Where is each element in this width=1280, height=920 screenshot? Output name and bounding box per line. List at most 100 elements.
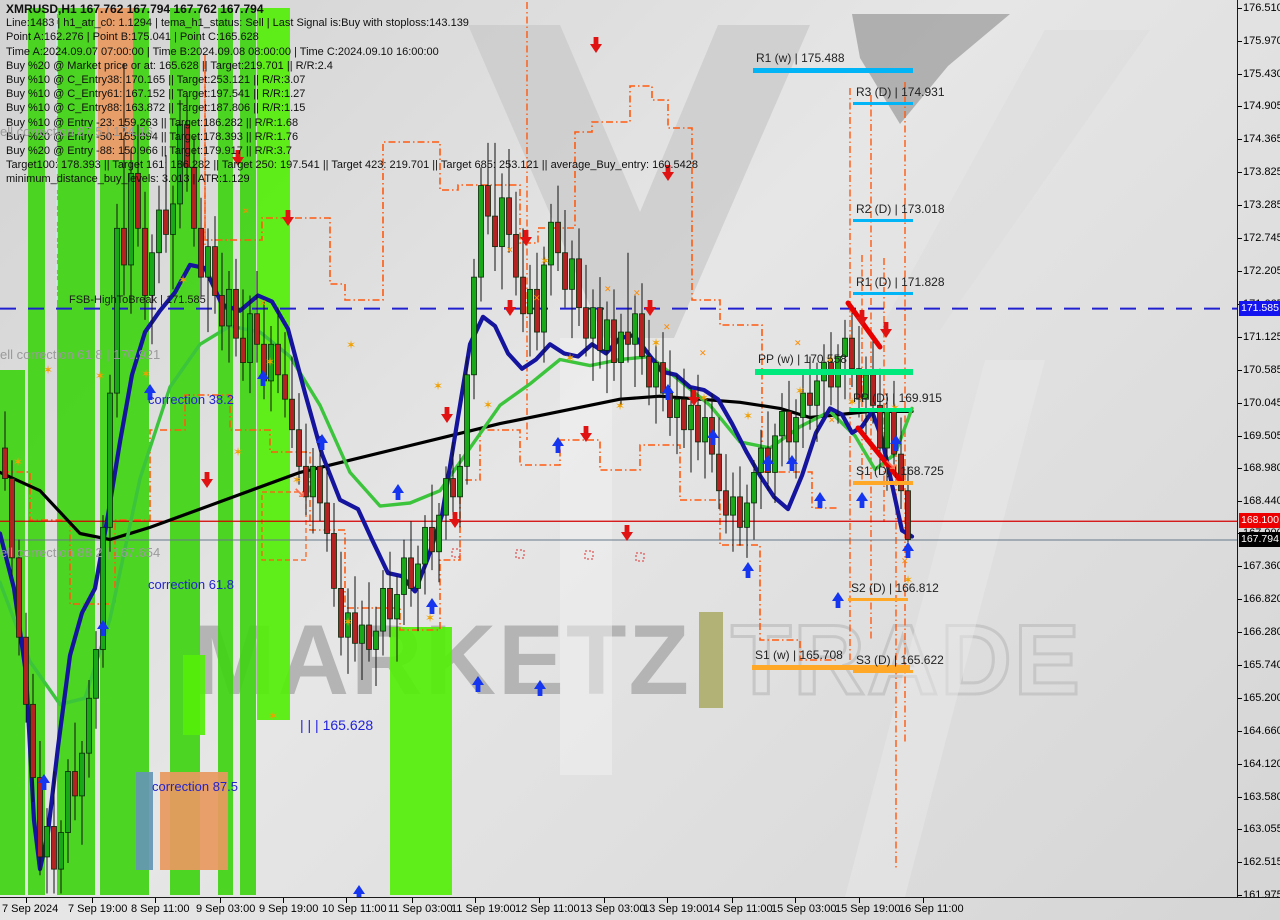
level-label-S3-daily: S3 (D) | 165.622 [856, 653, 944, 668]
candle-bull [814, 380, 820, 406]
buy-arrow-icon [902, 542, 914, 558]
candle-bear [191, 166, 197, 229]
candle-bear [303, 465, 309, 498]
candle-bear [905, 490, 911, 540]
buy-arrow-icon [392, 484, 404, 500]
candle-bear [646, 356, 652, 388]
candle-bull [247, 313, 253, 363]
candle-bear [513, 234, 519, 278]
level-label-S1-weekly: S1 (w) | 165.708 [755, 648, 843, 663]
price-tick-label: 169.505 [1243, 429, 1280, 442]
price-tick-label: 171.125 [1243, 330, 1280, 343]
candle-bull [842, 337, 848, 357]
candle-bull [436, 514, 442, 553]
chart-annotation: ell correction 88.2 | 167.654 [0, 545, 161, 560]
cross-icon: ✕ [633, 289, 641, 299]
ma-slow-black[interactable] [0, 394, 914, 542]
price-tick-label: 170.585 [1243, 363, 1280, 376]
candle-bear [506, 197, 512, 235]
candle-bear [135, 172, 141, 229]
buy-arrow-icon [534, 680, 546, 696]
level-line-PP-daily[interactable] [850, 408, 912, 413]
level-line-R2-daily[interactable] [853, 219, 913, 223]
candle-bear [492, 215, 498, 248]
time-axis[interactable]: 7 Sep 2024 7 Sep 19:00 8 Sep 11:00 9 Sep 03… [0, 897, 1280, 920]
envelope-lower-line[interactable] [2, 394, 838, 661]
cross-icon: ✕ [901, 557, 909, 567]
sell-arrow-icon [580, 426, 592, 442]
level-line-S2-daily[interactable] [848, 597, 908, 601]
signal-stripe [183, 655, 205, 735]
candle-bear [681, 398, 687, 431]
level-label-R2-daily: R2 (D) | 173.018 [856, 202, 945, 217]
time-tick-label: 15 Sep 03:00 [771, 903, 837, 915]
time-tick [732, 898, 733, 903]
watermark-logo-shape [880, 30, 1150, 330]
price-axis[interactable]: 176.510 175.970 175.430 174.905 174.365 173.8… [1237, 0, 1280, 901]
ma-fast-blue[interactable] [0, 262, 915, 872]
trend-line-red[interactable] [845, 300, 883, 350]
candle-bear [2, 447, 8, 479]
price-tick [1238, 105, 1242, 107]
strategy-info-line: Target100: 178.393 || Target 161: 186.28… [6, 159, 698, 172]
candle-bear [317, 465, 323, 504]
price-tick [1238, 665, 1242, 667]
price-tick-label: 172.745 [1243, 231, 1280, 244]
candle-bear [282, 374, 288, 400]
candle-bear [142, 227, 148, 296]
candle-bear [660, 362, 666, 394]
level-line-S1-weekly[interactable] [752, 665, 910, 671]
buy-arrow-icon [552, 437, 564, 453]
level-line-R1-daily[interactable] [853, 291, 913, 295]
price-tick [1238, 138, 1242, 140]
star-icon: ✶ [265, 355, 275, 369]
level-line-R3-daily[interactable] [853, 102, 913, 106]
candle-bull [394, 594, 400, 620]
cross-icon: ✕ [533, 294, 541, 304]
level-line-S3-daily[interactable] [853, 670, 913, 674]
trend-line-red[interactable] [855, 425, 903, 483]
price-tick [1238, 73, 1242, 75]
price-tick-label: 175.430 [1243, 67, 1280, 80]
candle-bear [534, 288, 540, 333]
cross-icon: ✕ [858, 396, 866, 406]
candle-bull [128, 172, 134, 266]
candle-bear [576, 258, 582, 309]
time-tick [604, 898, 605, 903]
chart-annotation: | | | 165.628 [300, 717, 374, 733]
candle-bull [401, 557, 407, 595]
chart-plot-area[interactable]: ✶✶✶✶✶✶✶✶✶✶✶✶✶✶✶✶✶✶✶✶✶✶✶✶✶✕✕✕✕✕✕✕✕✕✕✕✕↘↘ [0, 0, 1237, 897]
candle-bear [429, 526, 435, 553]
candle-bull [499, 197, 505, 248]
candle-bull [702, 417, 708, 443]
price-tick-label: 163.580 [1243, 791, 1280, 804]
price-tick [1238, 402, 1242, 404]
buy-arrow-icon [143, 384, 156, 400]
time-tick [283, 898, 284, 903]
candle-bull [653, 362, 659, 388]
level-label-PP-weekly: PP (w) | 170.558 [758, 352, 847, 367]
price-tick [1238, 237, 1242, 239]
candle-bear [695, 404, 701, 443]
candle-bear [555, 221, 561, 254]
current-price-box: 171.585 [1239, 300, 1280, 316]
star-icon: ✶ [292, 473, 302, 487]
candle-bear [9, 478, 15, 559]
candle-bear [296, 429, 302, 467]
level-line-PP-weekly[interactable] [755, 369, 913, 376]
candle-bull [618, 331, 624, 363]
exit-box-icon [451, 548, 461, 558]
candle-bear [72, 771, 78, 797]
price-tick-label: 173.285 [1243, 198, 1280, 211]
level-line-R1-weekly[interactable] [753, 68, 913, 74]
candle-bull [100, 526, 106, 650]
level-line-S1-daily[interactable] [853, 481, 913, 486]
envelope-upper-line[interactable] [204, 62, 838, 509]
candle-bear [387, 587, 393, 620]
star-icon: ✶ [890, 401, 900, 415]
strategy-info-line: Buy %10 @ Entry -23: 159.263 || Target:1… [6, 116, 299, 129]
exit-box-icon [635, 552, 645, 562]
buy-arrow-icon [762, 455, 774, 471]
candle-bull [226, 288, 232, 327]
price-tick [1238, 731, 1242, 733]
